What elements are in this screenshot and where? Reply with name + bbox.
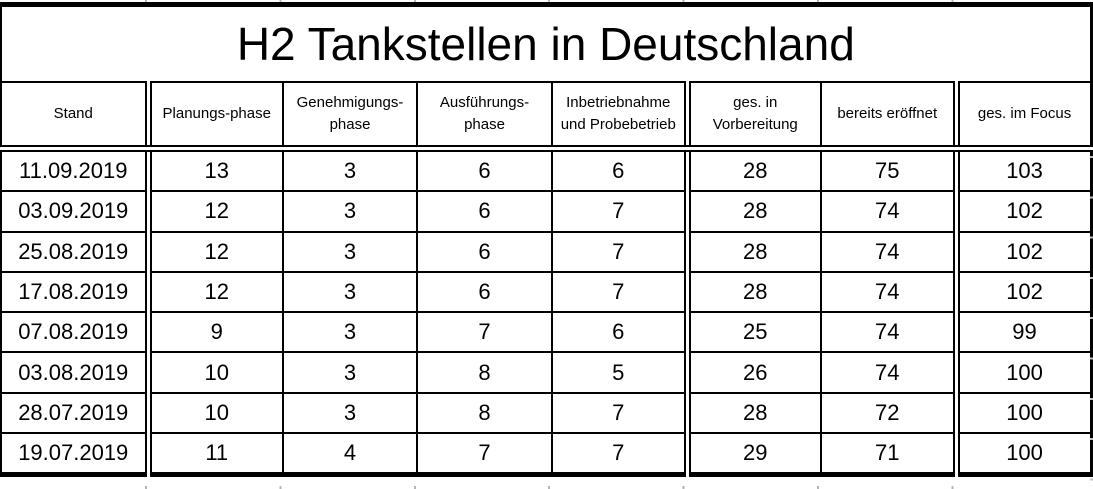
value-cell: 8	[416, 391, 553, 435]
table-row: 07.08.2019 9 3 7 6 25 74 99	[0, 311, 1093, 354]
value-cell: 7	[551, 230, 688, 273]
column-header-3: Ausführungs- phase	[416, 81, 553, 152]
gridline-stubs-top	[145, 0, 957, 3]
value-cell: 5	[551, 351, 688, 394]
value-cell: 25	[683, 311, 822, 354]
value-cell: 100	[952, 432, 1093, 476]
h2-tankstellen-table: H2 Tankstellen in Deutschland Stand Planu…	[0, 2, 1093, 478]
value-cell: 100	[952, 391, 1093, 435]
gridline-stubs-right	[1090, 156, 1093, 486]
date-cell: 17.08.2019	[0, 270, 149, 314]
value-cell: 28	[683, 391, 822, 435]
value-cell: 8	[416, 351, 553, 394]
value-cell: 6	[416, 230, 553, 273]
value-cell: 11	[144, 432, 284, 476]
value-cell: 74	[820, 230, 957, 273]
title-row: H2 Tankstellen in Deutschland	[0, 3, 1093, 83]
column-header-5: ges. in Vorbereitung	[683, 81, 822, 152]
value-cell: 29	[683, 432, 822, 476]
value-cell: 102	[952, 230, 1093, 273]
value-cell: 7	[551, 391, 688, 435]
gridline-stubs-bottom	[145, 486, 957, 489]
value-cell: 100	[952, 351, 1093, 394]
value-cell: 28	[683, 147, 822, 193]
value-cell: 12	[144, 270, 284, 314]
value-cell: 6	[416, 190, 553, 233]
table-row: 19.07.2019 11 4 7 7 29 71 100	[0, 432, 1093, 476]
value-cell: 7	[551, 432, 688, 476]
value-cell: 26	[683, 351, 822, 394]
value-cell: 28	[683, 230, 822, 273]
value-cell: 71	[820, 432, 957, 476]
value-cell: 4	[282, 432, 418, 476]
date-cell: 03.09.2019	[0, 190, 149, 233]
value-cell: 99	[952, 311, 1093, 354]
value-cell: 3	[282, 147, 418, 193]
value-cell: 3	[282, 391, 418, 435]
table-row: 25.08.2019 12 3 6 7 28 74 102	[0, 230, 1093, 273]
value-cell: 7	[551, 190, 688, 233]
value-cell: 74	[820, 190, 957, 233]
column-header-0: Stand	[0, 81, 149, 152]
date-cell: 19.07.2019	[0, 432, 149, 476]
value-cell: 6	[416, 270, 553, 314]
column-header-4: Inbetriebnahme und Probebetrieb	[551, 81, 688, 152]
table-row: 03.08.2019 10 3 8 5 26 74 100	[0, 351, 1093, 394]
column-header-6: bereits eröffnet	[820, 81, 957, 152]
table-title: H2 Tankstellen in Deutschland	[0, 3, 1093, 83]
date-cell: 28.07.2019	[0, 391, 149, 435]
value-cell: 7	[551, 270, 688, 314]
value-cell: 3	[282, 270, 418, 314]
column-header-7: ges. im Focus	[952, 81, 1093, 152]
value-cell: 6	[551, 147, 688, 193]
value-cell: 13	[144, 147, 284, 193]
value-cell: 74	[820, 270, 957, 314]
value-cell: 28	[683, 270, 822, 314]
date-cell: 07.08.2019	[0, 311, 149, 354]
value-cell: 7	[416, 311, 553, 354]
table-header-row: Stand Planungs-phase Genehmigungs- phase Au…	[0, 81, 1093, 152]
table-row: 03.09.2019 12 3 6 7 28 74 102	[0, 190, 1093, 233]
value-cell: 10	[144, 391, 284, 435]
date-cell: 25.08.2019	[0, 230, 149, 273]
column-header-1: Planungs-phase	[144, 81, 284, 152]
value-cell: 103	[952, 147, 1093, 193]
value-cell: 3	[282, 311, 418, 354]
value-cell: 74	[820, 311, 957, 354]
date-cell: 03.08.2019	[0, 351, 149, 394]
date-cell: 11.09.2019	[0, 147, 149, 193]
table-row: 11.09.2019 13 3 6 6 28 75 103	[0, 147, 1093, 193]
value-cell: 102	[952, 190, 1093, 233]
value-cell: 12	[144, 190, 284, 233]
value-cell: 6	[416, 147, 553, 193]
value-cell: 3	[282, 351, 418, 394]
value-cell: 28	[683, 190, 822, 233]
value-cell: 3	[282, 190, 418, 233]
value-cell: 12	[144, 230, 284, 273]
value-cell: 74	[820, 351, 957, 394]
value-cell: 10	[144, 351, 284, 394]
column-header-2: Genehmigungs- phase	[282, 81, 418, 152]
value-cell: 75	[820, 147, 957, 193]
value-cell: 7	[416, 432, 553, 476]
value-cell: 3	[282, 230, 418, 273]
value-cell: 72	[820, 391, 957, 435]
value-cell: 9	[144, 311, 284, 354]
value-cell: 6	[551, 311, 688, 354]
value-cell: 102	[952, 270, 1093, 314]
table-row: 28.07.2019 10 3 8 7 28 72 100	[0, 391, 1093, 435]
table-row: 17.08.2019 12 3 6 7 28 74 102	[0, 270, 1093, 314]
